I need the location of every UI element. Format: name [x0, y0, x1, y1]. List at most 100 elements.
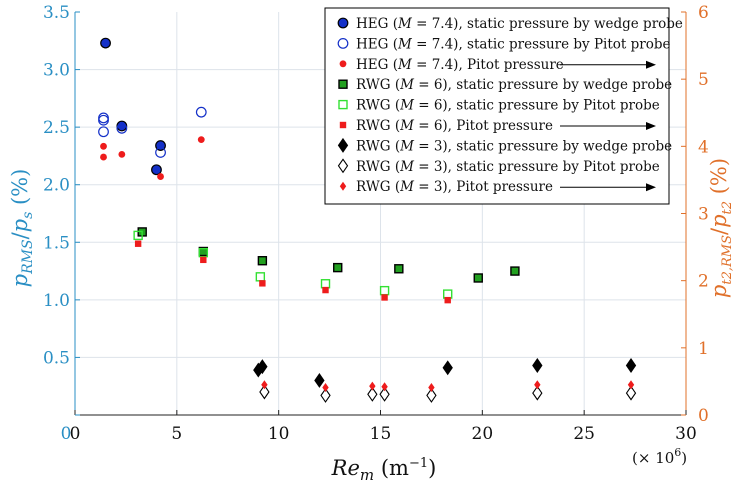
- data-point: [442, 360, 453, 376]
- yl-sub2: s: [20, 212, 36, 219]
- yl-p1: p: [8, 274, 32, 287]
- legend-arrow-head: [646, 122, 656, 130]
- data-point: [367, 386, 378, 402]
- legend-var: M: [399, 98, 415, 114]
- data-point: [261, 380, 268, 390]
- y-right-tick-label: 4: [698, 137, 709, 157]
- legend-label: RWG (M = 6), static pressure by Pitot pr…: [356, 98, 660, 114]
- yr-sub2: t2: [720, 201, 735, 215]
- x-multiplier-close: ): [681, 449, 687, 467]
- x-tick-label: 0: [70, 424, 81, 444]
- legend-marker: [337, 137, 349, 153]
- data-point: [98, 112, 109, 124]
- legend-prefix: HEG (: [356, 57, 398, 73]
- series-5: [134, 240, 451, 304]
- data-point: [259, 384, 270, 400]
- data-point: [195, 106, 207, 118]
- data-point: [197, 136, 205, 144]
- x-tick-label: 25: [573, 424, 595, 444]
- data-point: [426, 387, 437, 403]
- data-point: [257, 359, 268, 375]
- data-point: [320, 387, 331, 403]
- legend-var: M: [399, 118, 415, 134]
- data-point: [98, 126, 109, 138]
- legend-suffix: = 3), static pressure by wedge probe: [414, 138, 672, 154]
- x-axis-label-units: (m: [374, 456, 409, 480]
- tick-labels: 0 5 10 15 20 25 3000.51.01.52.02.53.03.5012345…: [43, 3, 709, 444]
- y-right-tick-label: 3: [698, 205, 709, 225]
- data-point: [100, 153, 107, 161]
- legend-item: RWG (M = 3), static pressure by wedge pr…: [337, 137, 672, 154]
- data-point: [625, 385, 637, 401]
- legend-var: M: [399, 179, 415, 195]
- legend-marker: [339, 60, 347, 68]
- legend-var: M: [397, 36, 413, 52]
- data-point: [133, 230, 143, 241]
- data-point: [157, 173, 164, 180]
- data-point: [98, 114, 109, 126]
- data-point: [333, 262, 343, 273]
- y-left-tick-label: 2.0: [43, 176, 70, 196]
- legend-item: RWG (M = 6), static pressure by wedge pr…: [338, 77, 672, 93]
- legend-item: RWG (M = 6), static pressure by Pitot pr…: [338, 98, 660, 114]
- legend-label: HEG (M = 7.4), static pressure by wedge …: [356, 16, 683, 32]
- data-point: [116, 120, 128, 132]
- legend-suffix: = 7.4), static pressure by Pitot probe: [412, 36, 671, 52]
- x-axis-label-sub: m: [360, 466, 374, 484]
- y-right-tick-label: 6: [698, 3, 709, 23]
- yl-sub1: RMS: [20, 239, 36, 274]
- y-left-tick-label: 1.5: [43, 233, 70, 253]
- data-point: [320, 279, 331, 289]
- yr-p2: p: [707, 214, 731, 227]
- data-point: [155, 147, 166, 158]
- x-tick-label: 10: [268, 424, 290, 444]
- yl-slash: /: [8, 231, 32, 239]
- data-point: [151, 164, 162, 176]
- legend-arrow-head: [646, 60, 656, 69]
- yr-p1: p: [707, 285, 731, 298]
- data-point: [100, 142, 107, 150]
- data-point: [627, 380, 635, 390]
- yl-p2: p: [8, 219, 32, 232]
- data-point: [510, 266, 520, 276]
- series-8: [261, 380, 635, 392]
- data-point: [532, 385, 543, 401]
- legend-label: HEG (M = 7.4), static pressure by Pitot …: [356, 36, 670, 52]
- data-point: [259, 280, 266, 287]
- series-1: [98, 106, 207, 158]
- legend-marker: [337, 158, 349, 174]
- legend-box: [324, 7, 670, 205]
- data-point: [322, 286, 329, 294]
- data-point: [257, 256, 268, 266]
- legend-item: RWG (M = 6), Pitot pressure: [339, 118, 656, 134]
- data-point: [381, 294, 388, 301]
- legend-var: M: [399, 138, 415, 154]
- series-4: [133, 230, 453, 299]
- legend-marker: [339, 121, 347, 129]
- data-point: [534, 380, 541, 390]
- data-point: [381, 382, 388, 392]
- data-point: [444, 296, 451, 304]
- data-point: [134, 240, 142, 247]
- legend-marker: [338, 79, 348, 89]
- x-axis-label-main: Re: [331, 456, 360, 480]
- legend-prefix: RWG (: [356, 138, 400, 154]
- series-2: [100, 136, 205, 180]
- legend-suffix: = 3), static pressure by Pitot probe: [414, 159, 660, 175]
- data-point: [200, 256, 207, 264]
- legend-prefix: RWG (: [356, 77, 400, 93]
- y-left-tick-label: 0.5: [43, 348, 70, 368]
- data-point: [322, 382, 329, 392]
- legend-label: RWG (M = 3), static pressure by Pitot pr…: [356, 159, 660, 175]
- legend-item: HEG (M = 7.4), static pressure by wedge …: [337, 16, 683, 32]
- x-tick-label: 15: [370, 424, 392, 444]
- series-3: [137, 227, 520, 283]
- data-point: [314, 372, 325, 388]
- legend-marker: [337, 38, 349, 49]
- legend-label: RWG (M = 6), static pressure by wedge pr…: [356, 77, 672, 93]
- data-point: [100, 37, 111, 49]
- legend-var: M: [397, 16, 413, 32]
- legend-suffix: = 6), static pressure by Pitot probe: [414, 98, 660, 114]
- legend-arrow-head: [646, 183, 656, 192]
- yr-slash: /: [707, 227, 731, 235]
